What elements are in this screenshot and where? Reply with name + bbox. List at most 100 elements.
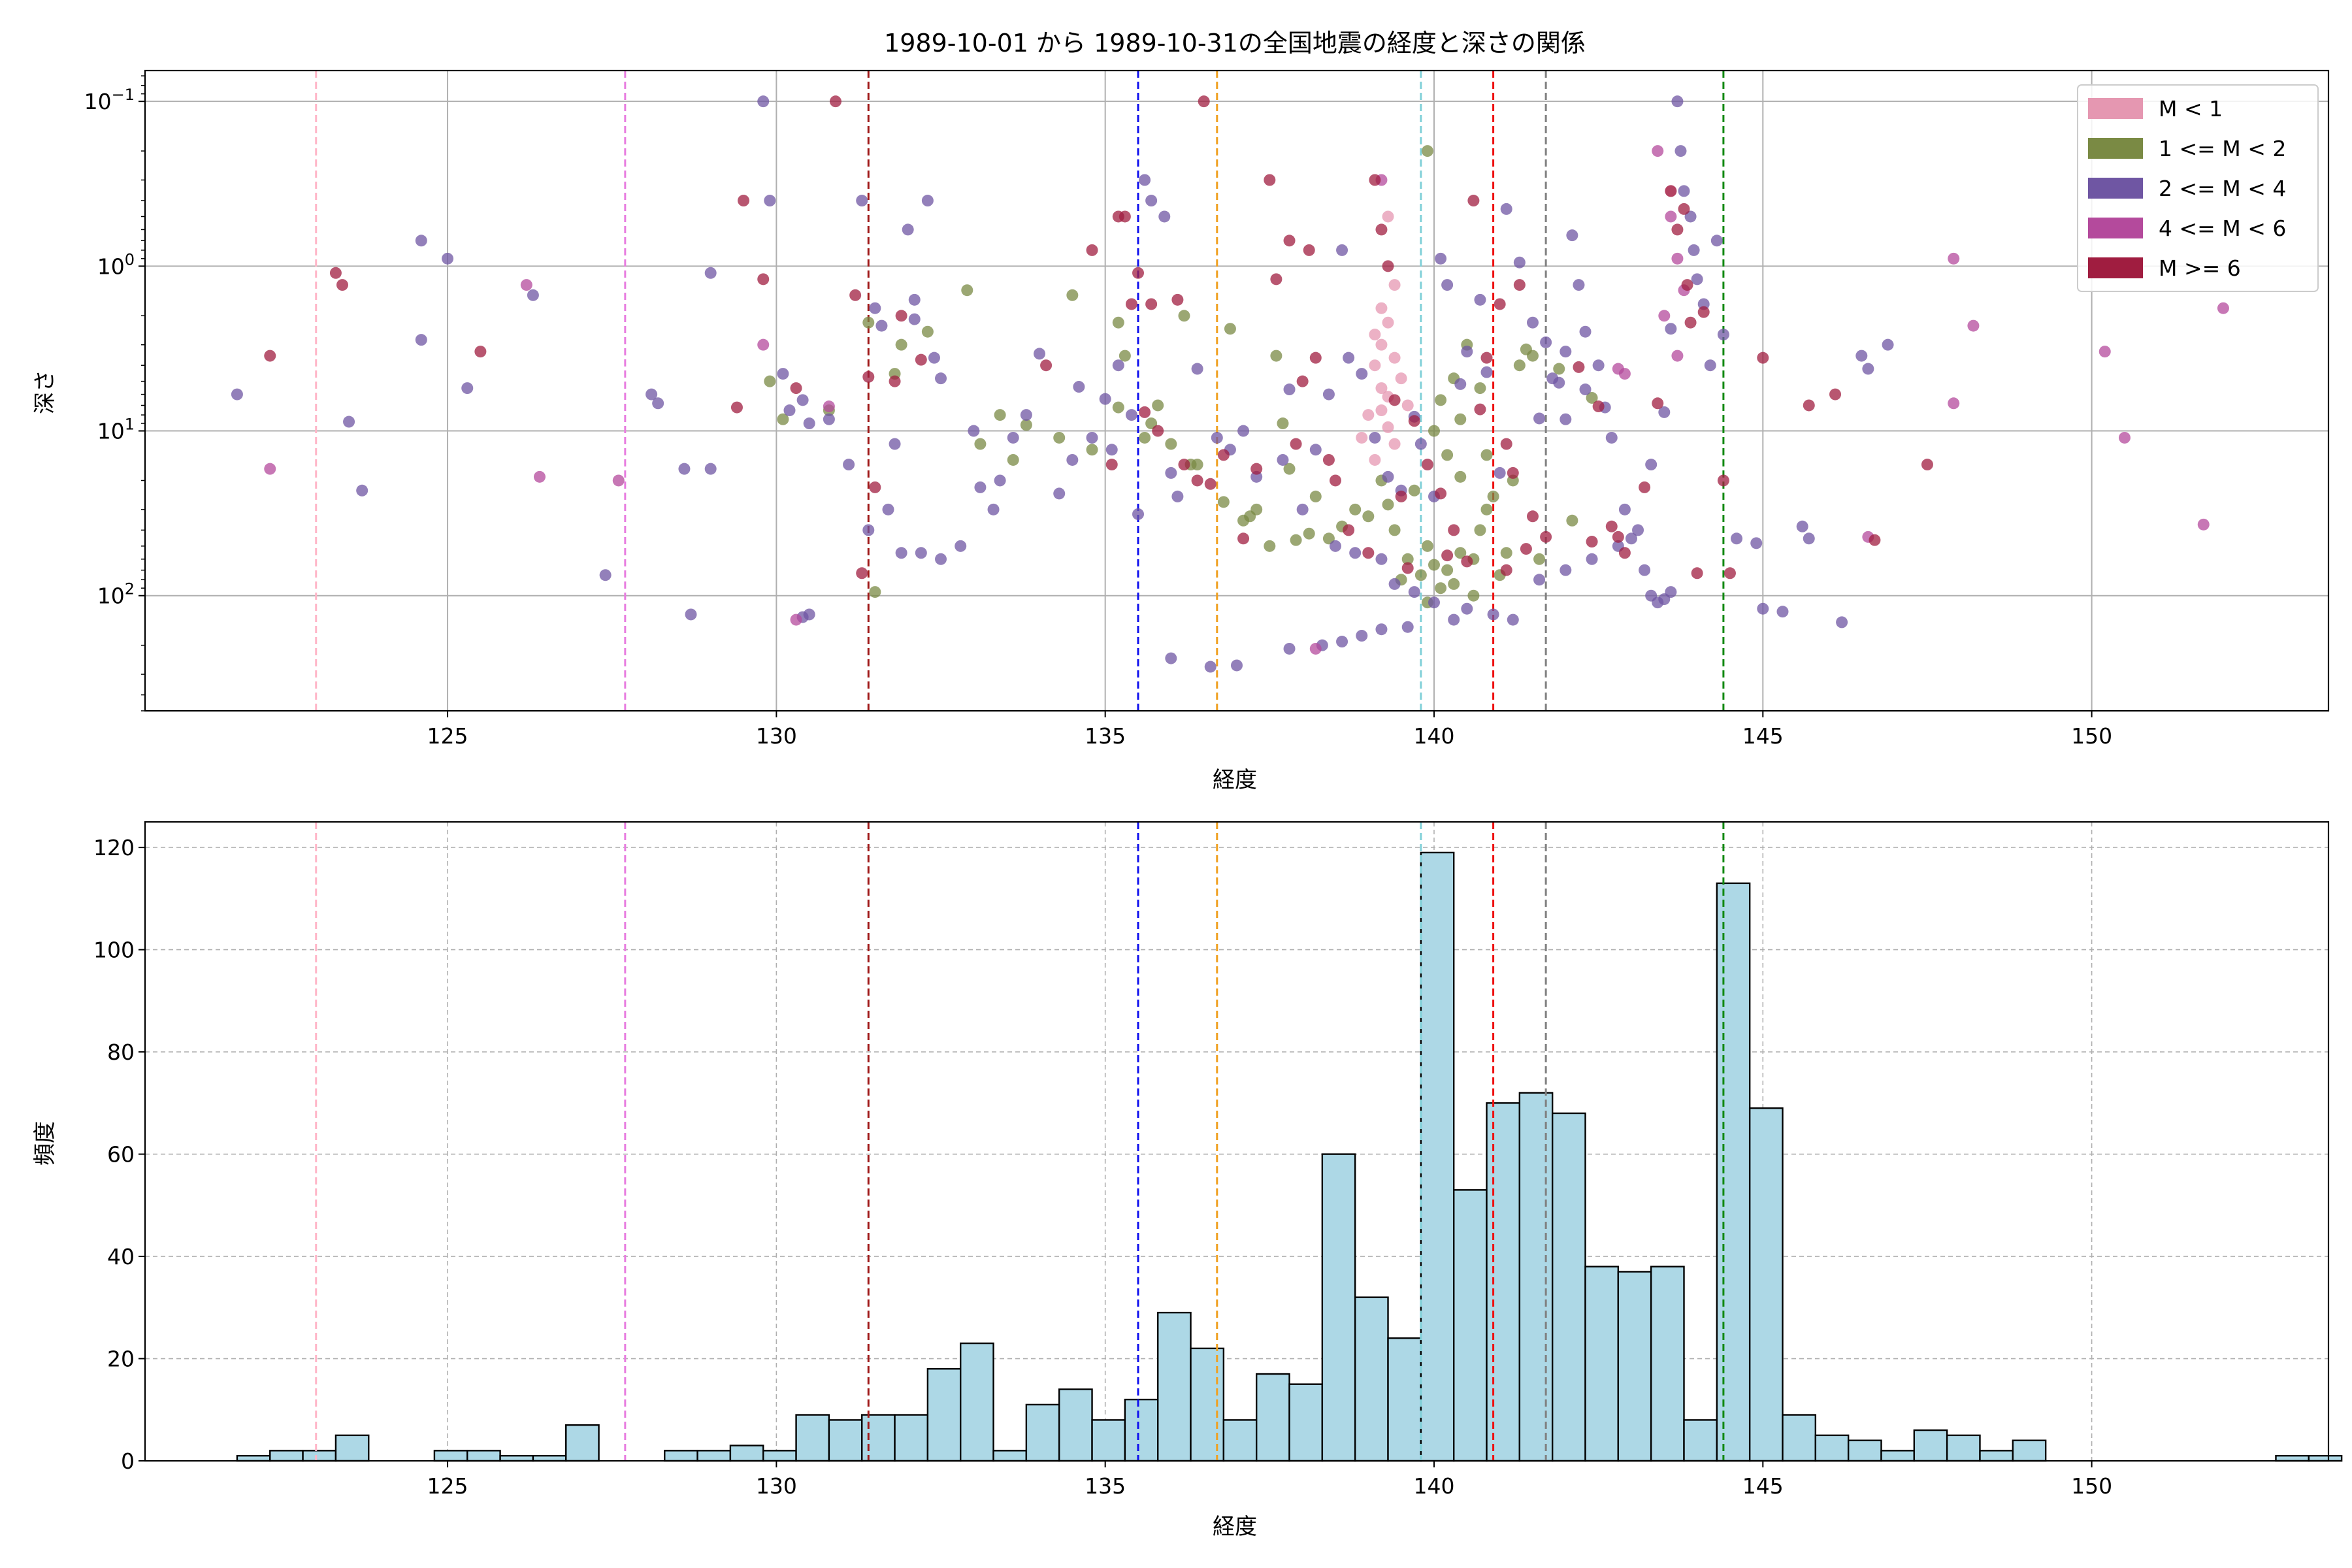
scatter-point bbox=[1388, 578, 1401, 590]
scatter-point bbox=[777, 368, 789, 380]
scatter-point bbox=[329, 267, 342, 279]
scatter-point bbox=[1461, 555, 1473, 568]
scatter-point bbox=[1428, 596, 1440, 609]
scatter-point bbox=[1270, 273, 1282, 286]
scatter-point bbox=[1526, 510, 1539, 523]
histogram-bar bbox=[433, 1450, 468, 1462]
scatter-point bbox=[1691, 567, 1703, 580]
scatter-point bbox=[1264, 174, 1276, 186]
scatter-point bbox=[1322, 388, 1335, 400]
scatter-point bbox=[2099, 346, 2111, 358]
scatter-point bbox=[1349, 547, 1362, 559]
scatter-point bbox=[2197, 518, 2210, 531]
histogram-bar bbox=[1782, 1414, 1817, 1462]
scatter-point bbox=[1553, 363, 1565, 375]
scatter-point bbox=[843, 459, 855, 471]
scatter-point bbox=[1020, 419, 1032, 431]
scatter-point bbox=[1428, 425, 1440, 437]
scatter-point bbox=[757, 338, 770, 351]
scatter-point bbox=[1408, 484, 1420, 497]
scatter-point bbox=[1395, 490, 1407, 502]
histogram-bar bbox=[1091, 1419, 1126, 1462]
scatter-point bbox=[1967, 319, 1980, 332]
scatter-point bbox=[1921, 459, 1933, 471]
scatter-point bbox=[1369, 431, 1381, 444]
scatter-point bbox=[1480, 351, 1493, 364]
scatter-point bbox=[1165, 652, 1177, 664]
histogram-x-tick-label: 150 bbox=[2071, 1473, 2112, 1499]
scatter-point bbox=[1329, 474, 1341, 487]
histogram-x-tick-label: 130 bbox=[756, 1473, 797, 1499]
scatter-point bbox=[264, 463, 276, 475]
scatter-point bbox=[1691, 273, 1703, 286]
scatter-point bbox=[1533, 574, 1546, 586]
scatter-point bbox=[1665, 586, 1677, 598]
scatter-point bbox=[1681, 279, 1693, 291]
histogram-frame bbox=[144, 821, 2330, 1462]
scatter-point bbox=[1178, 310, 1190, 322]
scatter-point bbox=[1448, 613, 1460, 626]
scatter-point bbox=[336, 279, 348, 291]
scatter-point bbox=[915, 353, 927, 366]
scatter-point bbox=[1704, 359, 1716, 372]
scatter-point bbox=[1250, 463, 1263, 475]
histogram-y-tick-label: 60 bbox=[107, 1142, 135, 1168]
scatter-point bbox=[1191, 474, 1203, 487]
scatter-point bbox=[1474, 403, 1486, 416]
scatter-point bbox=[1112, 359, 1124, 372]
histogram-bar bbox=[1716, 882, 1751, 1462]
scatter-point bbox=[1171, 490, 1184, 502]
scatter-point bbox=[790, 382, 802, 395]
scatter-point bbox=[1592, 359, 1605, 372]
scatter-point bbox=[1283, 463, 1296, 475]
histogram-bar bbox=[1124, 1398, 1159, 1462]
scatter-point bbox=[685, 608, 697, 621]
scatter-point bbox=[1329, 540, 1341, 552]
scatter-point bbox=[1803, 399, 1815, 412]
scatter-point bbox=[1723, 567, 1736, 580]
scatter-point bbox=[1500, 547, 1512, 559]
scatter-point bbox=[1349, 503, 1362, 515]
scatter-point bbox=[1408, 586, 1420, 598]
histogram-bar bbox=[236, 1454, 271, 1462]
scatter-point bbox=[599, 569, 612, 581]
scatter-point bbox=[1231, 659, 1243, 672]
scatter-point bbox=[1388, 524, 1401, 536]
histogram-axes: 125 130 135 140 145 150 0 20 40 60 80 100 120 bbox=[93, 821, 2343, 1499]
scatter-point bbox=[1421, 145, 1433, 157]
scatter-point bbox=[474, 346, 487, 358]
scatter-point bbox=[1639, 481, 1651, 493]
scatter-point bbox=[1277, 453, 1289, 466]
scatter-point bbox=[1086, 431, 1098, 444]
scatter-point bbox=[1560, 564, 1572, 576]
scatter-point bbox=[1145, 195, 1158, 207]
scatter-point bbox=[1040, 359, 1053, 372]
scatter-point bbox=[1152, 425, 1164, 437]
scatter-point bbox=[1283, 235, 1296, 247]
scatter-point bbox=[1803, 532, 1815, 545]
histogram-bar bbox=[894, 1414, 929, 1462]
scatter-point bbox=[1382, 470, 1394, 483]
scatter-point bbox=[856, 567, 868, 580]
histogram-bar bbox=[1617, 1271, 1652, 1462]
scatter-point bbox=[862, 370, 875, 383]
scatter-point bbox=[1165, 438, 1177, 450]
scatter-point bbox=[928, 351, 940, 364]
scatter-point bbox=[1119, 210, 1131, 223]
histogram-bar bbox=[269, 1450, 304, 1462]
scatter-point bbox=[1776, 606, 1789, 618]
scatter-point bbox=[1343, 351, 1355, 364]
histogram-bar bbox=[1222, 1419, 1258, 1462]
scatter-point bbox=[1356, 368, 1368, 380]
scatter-point bbox=[1395, 372, 1407, 385]
scatter-point bbox=[1882, 338, 1894, 351]
scatter-point bbox=[1356, 630, 1368, 642]
histogram-y-tick-label: 40 bbox=[107, 1244, 135, 1269]
histogram-bar bbox=[466, 1450, 501, 1462]
histogram-bar bbox=[1321, 1153, 1356, 1462]
scatter-point bbox=[1382, 316, 1394, 329]
histogram-bar bbox=[1880, 1450, 1916, 1462]
scatter-point bbox=[1198, 95, 1210, 108]
scatter-point bbox=[777, 413, 789, 425]
histogram-y-tick-label: 20 bbox=[107, 1347, 135, 1372]
